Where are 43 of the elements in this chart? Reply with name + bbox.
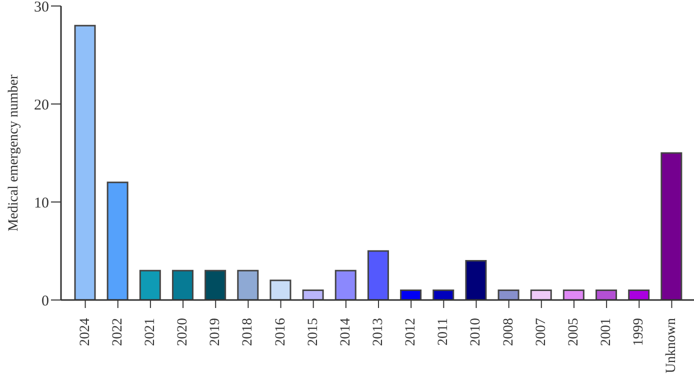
x-tick-label: 2015 — [306, 318, 321, 346]
y-tick-label: 30 — [34, 0, 49, 16]
bar — [334, 270, 356, 300]
bar — [562, 289, 584, 300]
bar — [400, 289, 422, 300]
x-tick-label: 2021 — [142, 318, 158, 346]
x-tick-label: 2010 — [468, 318, 484, 346]
y-axis-title: Medical emergency number — [6, 74, 22, 232]
x-tick-label: 2011 — [436, 318, 452, 346]
bar — [465, 260, 487, 300]
x-tick-label: 2016 — [273, 318, 288, 346]
x-tick-label: 2007 — [534, 318, 549, 346]
bar — [498, 289, 520, 300]
x-tick-label: 2022 — [110, 318, 126, 346]
x-tick-label: 2014 — [338, 318, 354, 346]
bar — [302, 289, 324, 300]
bar — [74, 24, 96, 300]
x-tick-label: 1999 — [632, 318, 647, 346]
x-tick-label: 2001 — [599, 318, 614, 346]
x-tick-label: 2005 — [566, 318, 582, 346]
x-tick-label: 2020 — [176, 318, 191, 346]
x-tick-label: 2012 — [404, 318, 419, 346]
bar — [596, 289, 618, 300]
y-tick-label: 0 — [42, 293, 49, 310]
bar — [628, 289, 650, 300]
x-tick-label: Unknown — [664, 318, 680, 374]
bar — [367, 250, 389, 300]
bar — [432, 289, 454, 300]
x-tick-label: 2013 — [371, 318, 386, 346]
x-tick-label: 2024 — [78, 318, 93, 346]
bar — [237, 270, 259, 300]
bar — [204, 270, 226, 300]
x-tick-label: 2018 — [240, 318, 256, 346]
bar — [172, 270, 194, 300]
y-tick-label: 10 — [34, 195, 49, 212]
bar — [139, 270, 161, 300]
bar — [106, 182, 128, 300]
y-tick-label: 20 — [34, 97, 49, 114]
x-tick-label: 2019 — [208, 318, 224, 346]
x-tick-label: 2008 — [501, 318, 516, 346]
bar — [660, 152, 682, 300]
bar — [530, 289, 552, 300]
bar — [270, 280, 292, 300]
